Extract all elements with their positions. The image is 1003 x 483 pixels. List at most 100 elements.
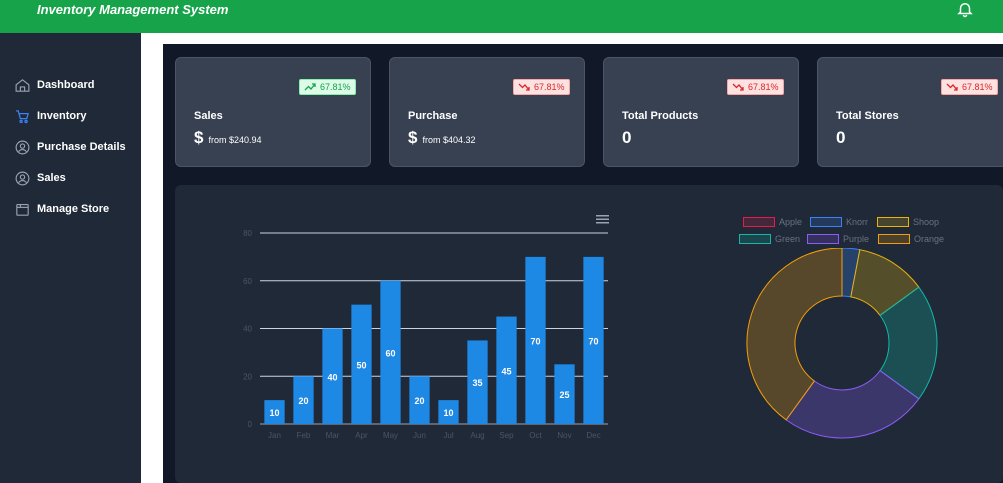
bar[interactable] bbox=[554, 364, 575, 424]
stat-card-purchase: 67.81% Purchase $ from $404.32 bbox=[389, 57, 585, 167]
legend-label: Orange bbox=[914, 233, 945, 244]
bar[interactable] bbox=[496, 316, 517, 424]
sidebar-item-sales[interactable]: Sales bbox=[14, 167, 66, 189]
sidebar: Dashboard Inventory Purchase Details Sal… bbox=[0, 33, 141, 483]
card-value-main: 0 bbox=[622, 128, 632, 147]
bar-data-label: 70 bbox=[588, 336, 598, 346]
card-label: Total Stores bbox=[836, 110, 899, 122]
store-icon bbox=[16, 203, 29, 216]
bar-data-label: 70 bbox=[530, 336, 540, 346]
bar[interactable] bbox=[438, 400, 459, 424]
bar[interactable] bbox=[583, 256, 604, 424]
bar-data-label: 35 bbox=[472, 378, 482, 388]
legend-label: Purple bbox=[843, 233, 870, 244]
legend-swatch bbox=[878, 233, 910, 244]
trend-up-icon bbox=[304, 83, 316, 91]
trend-badge: 67.81% bbox=[727, 79, 784, 95]
bar[interactable] bbox=[264, 400, 285, 424]
trend-down-icon bbox=[518, 83, 530, 91]
badge-value: 67.81% bbox=[748, 82, 779, 92]
bar-chart: 0 20 40 60 80 10 Jan 20 Feb 40 Mar 50 Apr 60 May 20 Jun 1… bbox=[243, 229, 608, 440]
x-tick-label: Jun bbox=[413, 431, 426, 440]
card-value: $ from $404.32 bbox=[408, 128, 476, 148]
card-value-main: 0 bbox=[836, 128, 846, 147]
bar-data-label: 10 bbox=[443, 408, 453, 418]
x-tick-label: Dec bbox=[586, 431, 600, 440]
app-title: Inventory Management System bbox=[37, 2, 229, 17]
donut-slice[interactable] bbox=[785, 369, 920, 439]
x-tick-label: Feb bbox=[297, 431, 311, 440]
sidebar-item-dashboard[interactable]: Dashboard bbox=[14, 74, 94, 96]
legend-swatch bbox=[739, 233, 771, 244]
bar-data-label: 20 bbox=[414, 396, 424, 406]
bar[interactable] bbox=[467, 340, 488, 424]
card-value: $ from $240.94 bbox=[194, 128, 262, 148]
card-label: Sales bbox=[194, 110, 223, 122]
sidebar-item-label: Sales bbox=[37, 172, 66, 184]
chart-menu-icon[interactable] bbox=[596, 215, 609, 224]
top-bar: Inventory Management System bbox=[0, 0, 1003, 33]
bar-data-label: 10 bbox=[269, 408, 279, 418]
sidebar-item-inventory[interactable]: Inventory bbox=[14, 105, 87, 127]
x-tick-label: Sep bbox=[499, 431, 514, 440]
bar[interactable] bbox=[409, 376, 430, 424]
sidebar-item-label: Purchase Details bbox=[37, 141, 126, 153]
bar[interactable] bbox=[322, 328, 343, 425]
stat-card-total-stores: 67.81% Total Stores 0 bbox=[817, 57, 1003, 167]
bell-icon[interactable] bbox=[956, 0, 974, 18]
user-circle-icon bbox=[15, 171, 30, 185]
legend-item[interactable]: Shoop bbox=[877, 216, 939, 227]
bar-data-label: 60 bbox=[385, 348, 395, 358]
card-value: 0 bbox=[836, 128, 845, 148]
x-tick-label: Oct bbox=[529, 431, 542, 440]
home-icon bbox=[15, 78, 30, 92]
legend-item[interactable]: Knorr bbox=[810, 216, 868, 227]
legend-item[interactable]: Orange bbox=[878, 233, 944, 244]
bar[interactable] bbox=[293, 376, 314, 424]
legend-label: Green bbox=[775, 233, 801, 244]
trend-down-icon bbox=[732, 83, 744, 91]
sidebar-item-label: Dashboard bbox=[37, 79, 95, 91]
bar-data-label: 40 bbox=[327, 372, 337, 382]
y-tick-label: 60 bbox=[243, 277, 252, 286]
card-label: Purchase bbox=[408, 110, 458, 122]
trend-badge: 67.81% bbox=[299, 79, 356, 95]
trend-badge: 67.81% bbox=[513, 79, 570, 95]
trend-down-icon bbox=[946, 83, 958, 91]
sidebar-item-label: Inventory bbox=[37, 110, 87, 122]
x-tick-label: May bbox=[383, 431, 398, 440]
x-tick-label: Aug bbox=[470, 431, 484, 440]
donut-slice[interactable] bbox=[746, 248, 843, 421]
donut-chart bbox=[746, 248, 938, 439]
bar[interactable] bbox=[380, 280, 401, 424]
legend-swatch bbox=[877, 216, 909, 227]
legend-item[interactable]: Purple bbox=[807, 233, 869, 244]
bar-data-label: 20 bbox=[298, 396, 308, 406]
legend-swatch bbox=[810, 216, 842, 227]
badge-value: 67.81% bbox=[320, 82, 351, 92]
bar-data-label: 25 bbox=[559, 390, 569, 400]
x-tick-label: Jul bbox=[443, 431, 453, 440]
bar[interactable] bbox=[525, 256, 546, 424]
bar-data-label: 50 bbox=[356, 360, 366, 370]
bar[interactable] bbox=[351, 304, 372, 424]
sidebar-item-manage-store[interactable]: Manage Store bbox=[14, 198, 109, 220]
sidebar-item-purchase-details[interactable]: Purchase Details bbox=[14, 136, 126, 158]
y-tick-label: 80 bbox=[243, 229, 252, 238]
legend-label: Knorr bbox=[846, 216, 869, 227]
legend-item[interactable]: Green bbox=[739, 233, 800, 244]
x-tick-label: Nov bbox=[557, 431, 571, 440]
cart-icon bbox=[16, 109, 30, 123]
y-tick-label: 20 bbox=[243, 372, 252, 381]
legend-item[interactable]: Apple bbox=[743, 216, 802, 227]
x-tick-label: Mar bbox=[326, 431, 340, 440]
card-value-main: $ bbox=[194, 128, 204, 147]
x-tick-label: Apr bbox=[355, 431, 368, 440]
legend-swatch bbox=[807, 233, 839, 244]
y-tick-label: 40 bbox=[243, 325, 252, 334]
user-circle-icon bbox=[15, 140, 30, 154]
badge-value: 67.81% bbox=[534, 82, 565, 92]
legend-label: Apple bbox=[779, 216, 803, 227]
stat-card-sales: 67.81% Sales $ from $240.94 bbox=[175, 57, 371, 167]
legend-swatch bbox=[743, 216, 775, 227]
